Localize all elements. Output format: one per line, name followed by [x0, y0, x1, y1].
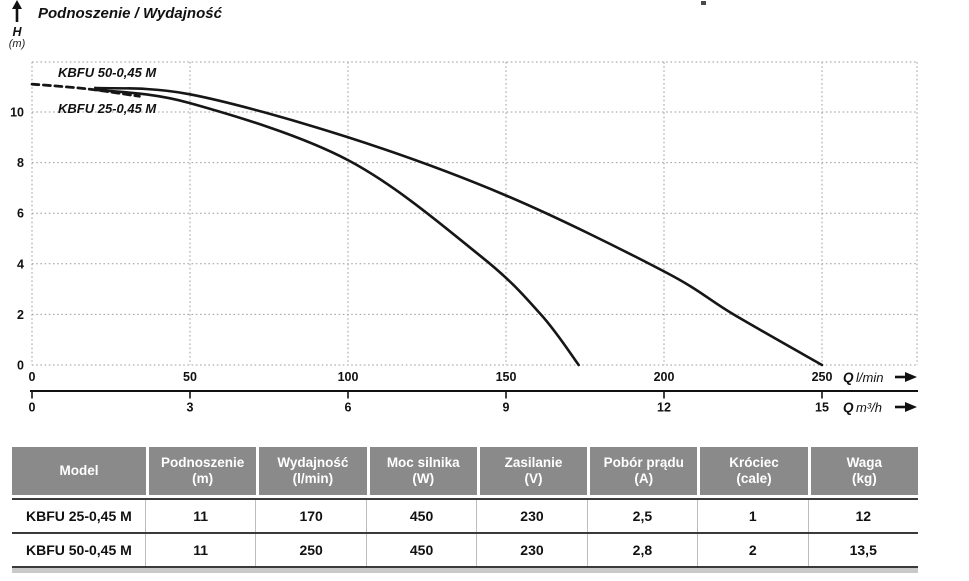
x2-tick-label: 12 — [657, 401, 671, 415]
cell-value: 450 — [367, 500, 478, 532]
header-cell-model: Model — [12, 447, 146, 495]
header-unit: (A) — [634, 471, 654, 486]
x2-tick-label: 9 — [503, 401, 510, 415]
x1-tick-label: 200 — [654, 370, 675, 384]
curve-label: KBFU 50-0,45 M — [58, 65, 157, 80]
crop-artifact — [701, 1, 706, 5]
spec-table: Model Podnoszenie (m) Wydajność (l/min) Moc s… — [12, 447, 918, 573]
title-up-arrow — [12, 0, 22, 9]
x1-axis-unit: l/min — [856, 370, 883, 385]
y-tick-label: 8 — [17, 156, 24, 170]
x1-tick-label: 250 — [812, 370, 833, 384]
table-row: KBFU 25-0,45 M 11 170 450 230 2,5 1 12 — [12, 500, 918, 534]
curve-kbfu-25-0-45-m — [93, 88, 580, 367]
header-unit: (V) — [524, 471, 543, 486]
y-axis-unit: (m) — [8, 38, 26, 50]
cell-value: 13,5 — [849, 542, 877, 558]
header-unit: (cale) — [736, 471, 772, 486]
x1-axis-arrow — [905, 372, 917, 382]
cell-value: 2,8 — [588, 534, 699, 566]
curve-kbfu-50-0-45-m — [93, 86, 824, 367]
table-bottom-strip — [12, 568, 918, 573]
y-tick-label: 10 — [10, 106, 24, 120]
curve-label: KBFU 25-0,45 M — [58, 101, 157, 116]
cell-value: 11 — [146, 500, 257, 532]
header-unit: (l/min) — [292, 471, 334, 486]
spec-table-header-row: Model Podnoszenie (m) Wydajność (l/min) Moc s… — [12, 447, 918, 495]
cell-value: 450 — [367, 534, 478, 566]
cell-model: KBFU 25-0,45 M — [12, 500, 146, 532]
header-cell-podnoszenie: Podnoszenie (m) — [149, 447, 257, 495]
curve-common-start — [30, 82, 141, 98]
chart-title: Podnoszenie / Wydajność — [38, 5, 222, 22]
x2-tick-label: 15 — [815, 401, 829, 415]
cell-value: 230 — [477, 500, 588, 532]
y-axis-symbol: H — [12, 25, 22, 39]
cell-value: 2,5 — [588, 500, 699, 532]
x1-tick-label: 0 — [29, 370, 36, 384]
x2-tick-label: 0 — [29, 401, 36, 415]
header-label: Wydajność — [277, 454, 349, 470]
cell-value: 11 — [146, 534, 257, 566]
pump-performance-chart: 10 8 6 4 2 0 KBFU 50-0,45 M KBFU 25-0,45 M 0 50 10… — [10, 0, 918, 415]
x1-tick-label: 100 — [338, 370, 359, 384]
header-label: Model — [59, 462, 99, 478]
cell-value: 170 — [256, 500, 367, 532]
spec-table-body: KBFU 25-0,45 M 11 170 450 230 2,5 1 12 KBFU 50-0… — [12, 498, 918, 568]
cell-value: 1 — [698, 500, 809, 532]
table-row: KBFU 50-0,45 M 11 250 450 230 2,8 2 13,5 — [12, 534, 918, 568]
cell-value: 230 — [477, 534, 588, 566]
header-cell-króciec: Króciec (cale) — [700, 447, 808, 495]
y-tick-label: 0 — [17, 359, 24, 373]
header-unit: (m) — [192, 471, 214, 486]
header-label: Zasilanie — [504, 454, 563, 470]
cell-model: KBFU 50-0,45 M — [12, 534, 146, 566]
cell-value: 250 — [256, 534, 367, 566]
x2-tick-label: 6 — [345, 401, 352, 415]
header-label: Waga — [846, 454, 883, 470]
y-tick-label: 4 — [17, 257, 24, 271]
cell-value: 12 — [855, 508, 872, 524]
header-label: Moc silnika — [386, 454, 460, 470]
header-cell-waga: Waga (kg) — [810, 447, 918, 495]
header-unit: (kg) — [851, 471, 877, 486]
header-cell-zasilanie: Zasilanie (V) — [479, 447, 588, 495]
cell-value: 2 — [698, 534, 809, 566]
header-label: Króciec — [729, 454, 779, 470]
header-label: Podnoszenie — [161, 454, 245, 470]
header-label: Pobór prądu — [603, 454, 684, 470]
x2-axis-unit: m³/h — [856, 400, 882, 415]
x2-axis-arrow — [905, 402, 917, 412]
header-cell-wydajność: Wydajność (l/min) — [259, 447, 367, 495]
x2-axis-q: Q — [843, 400, 854, 415]
header-cell-moc-silnika: Moc silnika (W) — [369, 447, 477, 495]
x1-tick-label: 150 — [496, 370, 517, 384]
x2-tick-label: 3 — [187, 401, 194, 415]
y-tick-label: 2 — [17, 308, 24, 322]
header-unit: (W) — [412, 471, 435, 486]
header-cell-pobór-prądu: Pobór prądu (A) — [590, 447, 698, 495]
x1-tick-label: 50 — [183, 370, 197, 384]
y-tick-label: 6 — [17, 207, 24, 221]
x1-axis-q: Q — [843, 370, 854, 385]
